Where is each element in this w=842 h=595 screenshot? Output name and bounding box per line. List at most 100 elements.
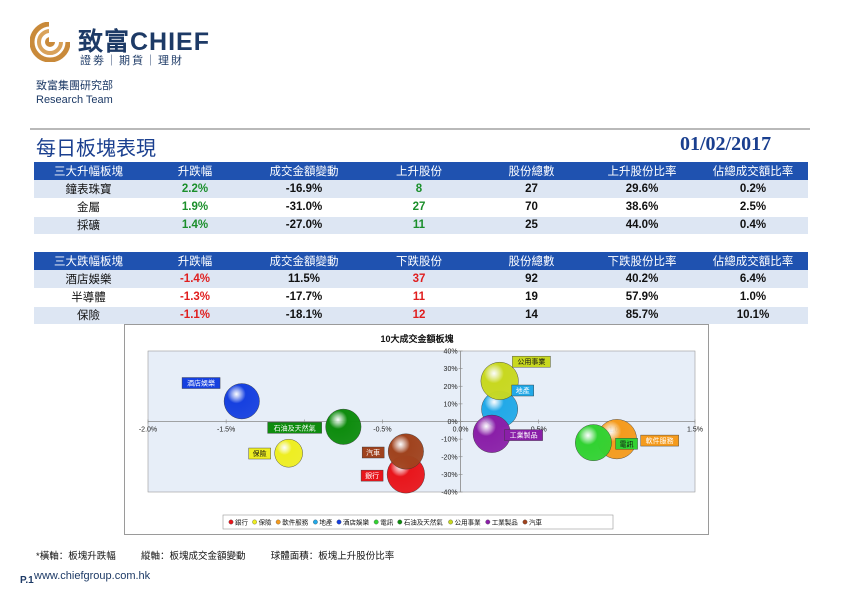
bubble-label-box	[512, 355, 551, 368]
sector-name: 半導體	[34, 288, 143, 307]
rising-count: 8	[361, 180, 477, 199]
bubble-label: 石油及天然氣	[274, 423, 316, 432]
x-tick-label: -0.5%	[373, 427, 391, 434]
bubble-label-box	[361, 446, 385, 459]
website-link[interactable]: www.chiefgroup.com.hk	[34, 570, 151, 582]
column-header: 三大升幅板塊	[34, 162, 143, 180]
falling-count: 37	[361, 270, 477, 289]
top-losers-table: 三大跌幅板塊 升跌幅 成交金額變動 下跌股份 股份總數 下跌股份比率 佔總成交額…	[34, 252, 808, 325]
table-row: 採礦 1.4% -27.0% 11 25 44.0% 0.4%	[34, 216, 808, 235]
top-gainers-table: 三大升幅板塊 升跌幅 成交金額變動 上升股份 股份總數 上升股份比率 佔總成交額…	[34, 162, 808, 235]
header-divider	[30, 128, 810, 130]
turnover-share: 1.0%	[698, 288, 808, 307]
bubble-label: 電訊	[620, 439, 634, 448]
chart-legend	[222, 514, 614, 530]
column-header: 下跌股份	[361, 252, 477, 270]
footnote-y-axis: 縱軸：板塊成交金額變動	[140, 551, 246, 562]
sector-bubble-chart: 10大成交金額板塊 -2.0%-1.5%-1.0%-0.5%0.0%0.5%1.…	[124, 324, 709, 535]
total-count: 25	[477, 216, 586, 235]
total-count: 27	[477, 180, 586, 199]
y-tick-label: 20%	[444, 384, 458, 391]
legend-label: 地產	[319, 518, 333, 527]
rising-ratio: 38.6%	[586, 198, 698, 217]
total-count: 19	[477, 288, 586, 307]
legend-swatch	[313, 519, 318, 525]
y-tick-label: -30%	[441, 472, 457, 479]
table-header-row: 三大升幅板塊 升跌幅 成交金額變動 上升股份 股份總數 上升股份比率 佔總成交額…	[34, 162, 808, 180]
column-header: 股份總數	[477, 252, 586, 270]
total-count: 92	[477, 270, 586, 289]
change-pct: 1.4%	[143, 216, 247, 235]
column-header: 升跌幅	[143, 252, 247, 270]
sector-name: 鐘表珠寶	[34, 180, 143, 199]
sector-name: 金屬	[34, 198, 143, 217]
sector-name: 保險	[34, 306, 143, 325]
column-header: 佔總成交額比率	[698, 252, 808, 270]
bubble-汽車	[387, 433, 424, 470]
bubble-chart-svg: 10大成交金額板塊 -2.0%-1.5%-1.0%-0.5%0.0%0.5%1.…	[139, 333, 703, 530]
x-tick-label: 0.0%	[453, 427, 469, 434]
spiral-logo-icon	[30, 22, 70, 62]
falling-ratio: 57.9%	[586, 288, 698, 307]
rising-count: 11	[361, 216, 477, 235]
page-title: 每日板塊表現	[36, 138, 156, 160]
change-pct: -1.3%	[143, 288, 247, 307]
department-english: Research Team	[36, 94, 113, 106]
legend-swatch	[522, 519, 528, 525]
legend-swatch	[373, 519, 379, 525]
bubble-公用事業	[480, 361, 519, 400]
bubble-label: 地產	[516, 386, 530, 395]
legend-swatch	[336, 519, 342, 525]
total-count: 14	[477, 306, 586, 325]
legend-swatch	[448, 519, 453, 525]
x-tick-label: -1.5%	[217, 427, 235, 434]
bubble-label: 保險	[253, 449, 267, 458]
total-count: 70	[477, 198, 586, 217]
brand-name: 致富CHIEF	[78, 28, 211, 56]
bubble-label: 銀行	[365, 471, 379, 480]
change-pct: 2.2%	[143, 180, 247, 199]
legend-swatch	[485, 519, 491, 525]
column-header: 上升股份	[361, 162, 477, 180]
bubble-label-box	[360, 469, 384, 482]
legend-label: 酒店娛樂	[343, 518, 370, 527]
column-header: 三大跌幅板塊	[34, 252, 143, 270]
legend-label: 工業製品	[492, 518, 518, 527]
bubble-酒店娛樂	[223, 383, 260, 420]
bubble-label: 軟件服務	[646, 436, 674, 445]
legend-label: 公用事業	[455, 518, 482, 527]
column-header: 股份總數	[477, 162, 586, 180]
x-tick-label: 1.5%	[687, 427, 703, 434]
bubble-label-box	[615, 438, 638, 450]
turnover-change: -16.9%	[247, 180, 361, 199]
legend-label: 軟件服務	[282, 518, 309, 527]
legend-label: 電訊	[380, 518, 394, 527]
column-header: 成交金額變動	[247, 162, 361, 180]
y-tick-label: -20%	[441, 454, 457, 461]
turnover-change: -18.1%	[247, 306, 361, 325]
table-row: 酒店娛樂 -1.4% 11.5% 37 92 40.2% 6.4%	[34, 270, 808, 289]
report-date: 01/02/2017	[680, 133, 772, 155]
page-number: P.1	[20, 575, 34, 586]
chart-footnote: *橫軸：板塊升跌幅 縱軸：板塊成交金額變動 球體面積：板塊上升股份比率	[36, 548, 394, 562]
table-row: 鐘表珠寶 2.2% -16.9% 8 27 29.6% 0.2%	[34, 180, 808, 199]
turnover-change: -17.7%	[247, 288, 361, 307]
department: 致富集團研究部 Research Team	[36, 79, 113, 107]
change-pct: -1.4%	[143, 270, 247, 289]
turnover-change: -27.0%	[247, 216, 361, 235]
legend-swatch	[252, 519, 257, 525]
bubble-label-box	[640, 434, 679, 447]
rising-count: 27	[361, 198, 477, 217]
chart-title: 10大成交金額板塊	[380, 333, 453, 344]
y-tick-label: 10%	[444, 401, 458, 408]
y-tick-label: 30%	[444, 366, 458, 373]
turnover-share: 6.4%	[698, 270, 808, 289]
table-row: 半導體 -1.3% -17.7% 11 19 57.9% 1.0%	[34, 288, 808, 307]
table-header-row: 三大跌幅板塊 升跌幅 成交金額變動 下跌股份 股份總數 下跌股份比率 佔總成交額…	[34, 252, 808, 270]
bubble-保險	[274, 439, 303, 468]
legend-swatch	[275, 519, 281, 525]
table-row: 金屬 1.9% -31.0% 27 70 38.6% 2.5%	[34, 198, 808, 217]
turnover-change: -31.0%	[247, 198, 361, 217]
bubble-label: 酒店娛樂	[187, 379, 215, 388]
column-header: 升跌幅	[143, 162, 247, 180]
